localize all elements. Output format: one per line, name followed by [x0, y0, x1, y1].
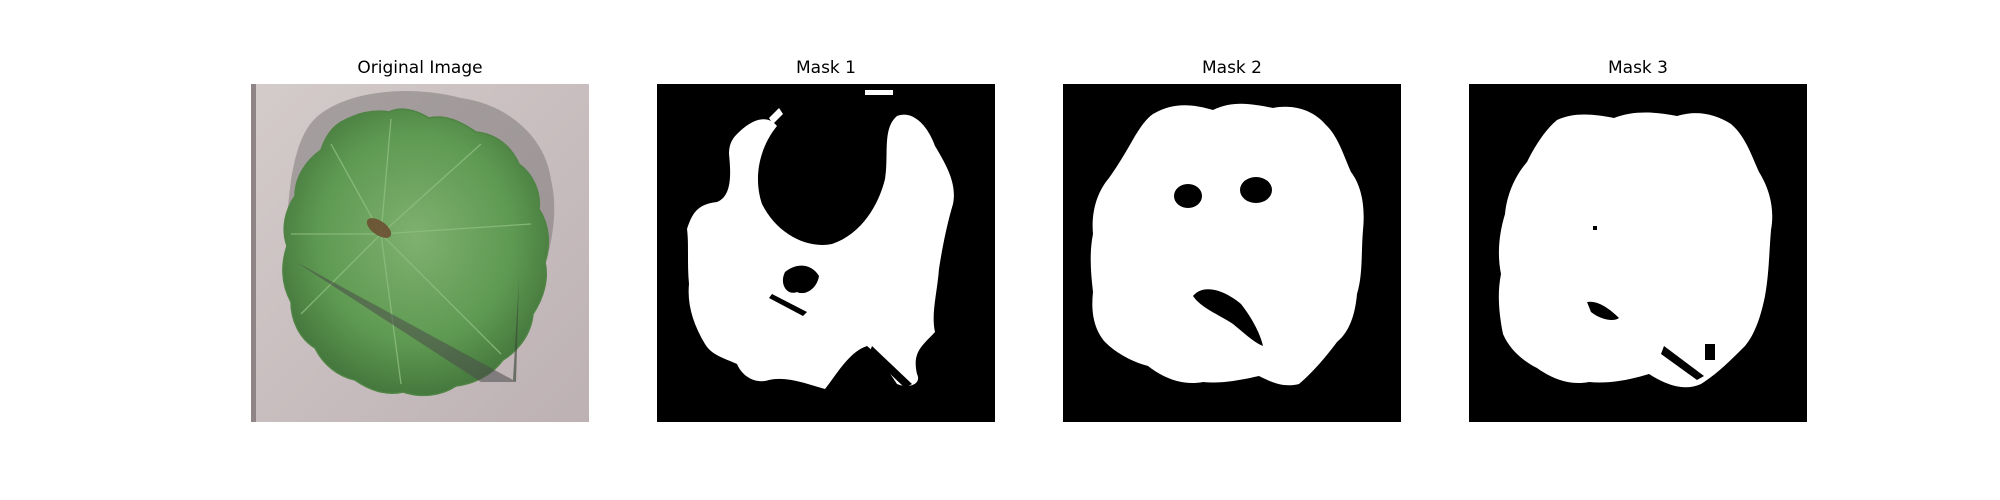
mask-1-slit	[769, 294, 807, 316]
leaf-veins	[291, 118, 532, 385]
mask-3-slit	[1587, 301, 1619, 320]
mask-1-image	[657, 84, 995, 422]
mask-3-dot	[1593, 226, 1597, 230]
mask-2-right-hole	[1240, 177, 1272, 203]
diagonal-shadow-tail	[296, 262, 516, 382]
mask-3-image	[1469, 84, 1807, 422]
mask-2-wedge	[1193, 289, 1263, 346]
panel-title-mask-1: Mask 1	[795, 58, 856, 78]
mask-3-speck	[1705, 344, 1715, 360]
panel-title-mask-2: Mask 2	[1201, 58, 1262, 78]
mask-2-foreground	[1090, 103, 1364, 386]
mask-1-speck	[865, 90, 893, 95]
mask-1-panel	[657, 84, 995, 422]
mask-1-foreground	[687, 114, 954, 389]
mask-2-image	[1063, 84, 1401, 422]
panel-title-original: Original Image	[357, 58, 483, 78]
photo-left-edge	[251, 84, 256, 422]
mask-3-panel	[1469, 84, 1807, 422]
mask-1-fragment	[769, 108, 783, 124]
mask-1-hole	[782, 265, 819, 294]
leaf-spot	[366, 218, 392, 238]
leaf-body	[282, 108, 550, 397]
mask-1-notch	[869, 346, 912, 388]
mask-2-left-hole	[1174, 184, 1202, 208]
panel-title-mask-3: Mask 3	[1607, 58, 1668, 78]
mask-3-foreground	[1498, 112, 1773, 388]
original-leaf-image	[251, 84, 589, 422]
mask-3-notch	[1661, 346, 1704, 380]
mask-2-panel	[1063, 84, 1401, 422]
original-image-panel	[251, 84, 589, 422]
